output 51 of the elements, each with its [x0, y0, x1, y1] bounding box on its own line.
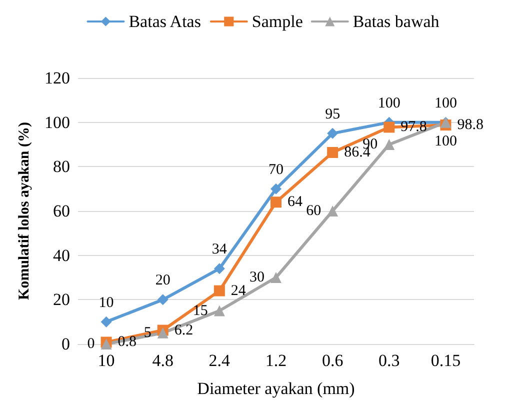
data-label: 70 — [268, 162, 284, 178]
x-tick-label: 0.6 — [322, 351, 344, 370]
x-tick-label: 0.15 — [430, 351, 461, 370]
point — [270, 183, 282, 194]
x-tick-label: 2.4 — [208, 351, 231, 370]
data-label: 100 — [434, 133, 457, 150]
y-tick-label: 120 — [44, 68, 70, 88]
y-tick-label: 80 — [53, 157, 70, 176]
legend-label: Batas bawah — [352, 12, 440, 31]
point — [270, 272, 282, 283]
point — [327, 206, 338, 216]
point — [157, 294, 168, 306]
point — [270, 196, 282, 208]
y-tick-label: 20 — [53, 290, 70, 310]
data-label: 98.8 — [457, 116, 484, 133]
x-tick-label: 1.2 — [265, 351, 287, 370]
x-tick-label: 4.8 — [152, 351, 174, 370]
point — [384, 122, 395, 133]
y-tick-label: 0 — [62, 334, 70, 354]
data-label: 0 — [87, 336, 95, 352]
x-axis-title: Diameter ayakan (mm) — [197, 379, 355, 398]
y-tick-label: 40 — [53, 246, 70, 265]
data-label: 95 — [325, 106, 340, 122]
data-label: 100 — [378, 95, 400, 112]
y-axis-title: Komulatif lolos ayakan (%) — [16, 122, 32, 300]
point — [100, 316, 112, 328]
data-label: 60 — [306, 203, 322, 219]
point — [327, 128, 338, 139]
data-label: 30 — [250, 270, 264, 286]
point — [214, 305, 225, 316]
data-label: 34 — [212, 242, 228, 258]
data-label: 6.2 — [174, 322, 194, 338]
point — [157, 327, 168, 338]
point — [214, 263, 225, 274]
y-tick-label: 60 — [53, 202, 70, 220]
data-label: 10 — [98, 294, 114, 311]
y-tick-label: 100 — [44, 112, 70, 132]
legend-label: Sample — [252, 12, 303, 31]
data-label: 15 — [192, 302, 208, 319]
data-label: 64 — [288, 194, 303, 210]
data-label: 5 — [144, 324, 152, 341]
point — [214, 285, 225, 296]
x-tick-label: 10 — [98, 351, 115, 370]
x-tick-label: 0.3 — [378, 351, 400, 370]
data-label: 0.8 — [118, 334, 137, 350]
data-label: 100 — [434, 95, 457, 112]
point — [384, 139, 395, 150]
legend-label: Batas Atas — [128, 12, 201, 31]
data-label: 20 — [155, 272, 170, 289]
data-label: 24 — [230, 282, 246, 299]
point — [327, 146, 338, 158]
